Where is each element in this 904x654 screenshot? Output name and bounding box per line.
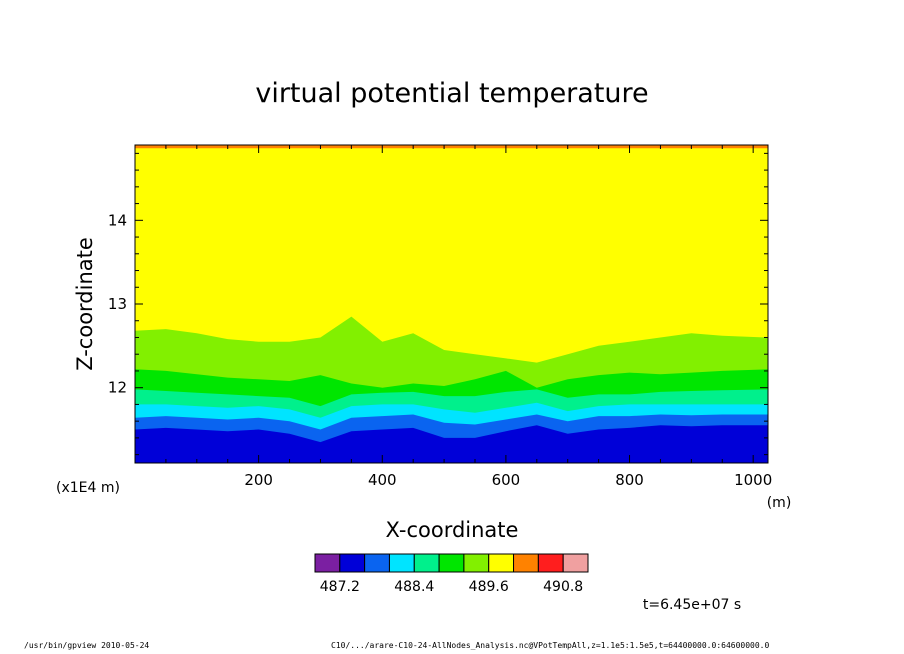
colorbar-swatch (513, 553, 539, 573)
y-tick-label: 12 (108, 379, 127, 397)
colorbar-swatch (314, 553, 341, 573)
x-axis-title: X-coordinate (386, 518, 519, 542)
y-tick-label: 14 (108, 211, 127, 229)
colorbar-swatch (339, 553, 366, 573)
colorbar-label: 490.8 (543, 579, 583, 595)
colorbar-label: 487.2 (320, 579, 360, 595)
colorbar-labels: 487.2 488.4 489.6 490.8 (320, 579, 583, 595)
colorbar-swatch (438, 553, 465, 573)
y-axis-title: Z-coordinate (73, 237, 97, 371)
x-tick-label: 800 (615, 471, 644, 489)
colorbar-label: 489.6 (469, 579, 509, 595)
y-tick-label: 13 (108, 295, 127, 313)
x-tick-label: 1000 (734, 471, 772, 489)
x-axis: 200 400 600 800 1000 (165, 145, 772, 489)
plot-area (135, 145, 768, 464)
x-tick-label: 400 (368, 471, 397, 489)
colorbar-swatch (562, 553, 589, 573)
colorbar-swatch (388, 553, 415, 573)
footer-source: C10/.../arare-C10-24-AllNodes_Analysis.n… (331, 641, 770, 650)
x-unit-label: (m) (767, 495, 792, 511)
y-unit-label: (x1E4 m) (56, 480, 120, 496)
x-tick-label: 200 (244, 471, 273, 489)
time-label: t=6.45e+07 s (643, 597, 741, 613)
colorbar-swatch (413, 553, 440, 573)
colorbar (314, 553, 589, 573)
footer-program: /usr/bin/gpview 2010-05-24 (24, 641, 150, 650)
colorbar-label: 488.4 (394, 579, 434, 595)
colorbar-swatch (463, 553, 490, 573)
chart-title: virtual potential temperature (255, 78, 648, 109)
colorbar-swatch (488, 553, 515, 573)
colorbar-swatch (537, 553, 564, 573)
x-tick-label: 600 (492, 471, 521, 489)
colorbar-swatch (364, 553, 390, 573)
y-axis: 12 13 14 (108, 152, 768, 456)
contour-band (135, 425, 768, 463)
